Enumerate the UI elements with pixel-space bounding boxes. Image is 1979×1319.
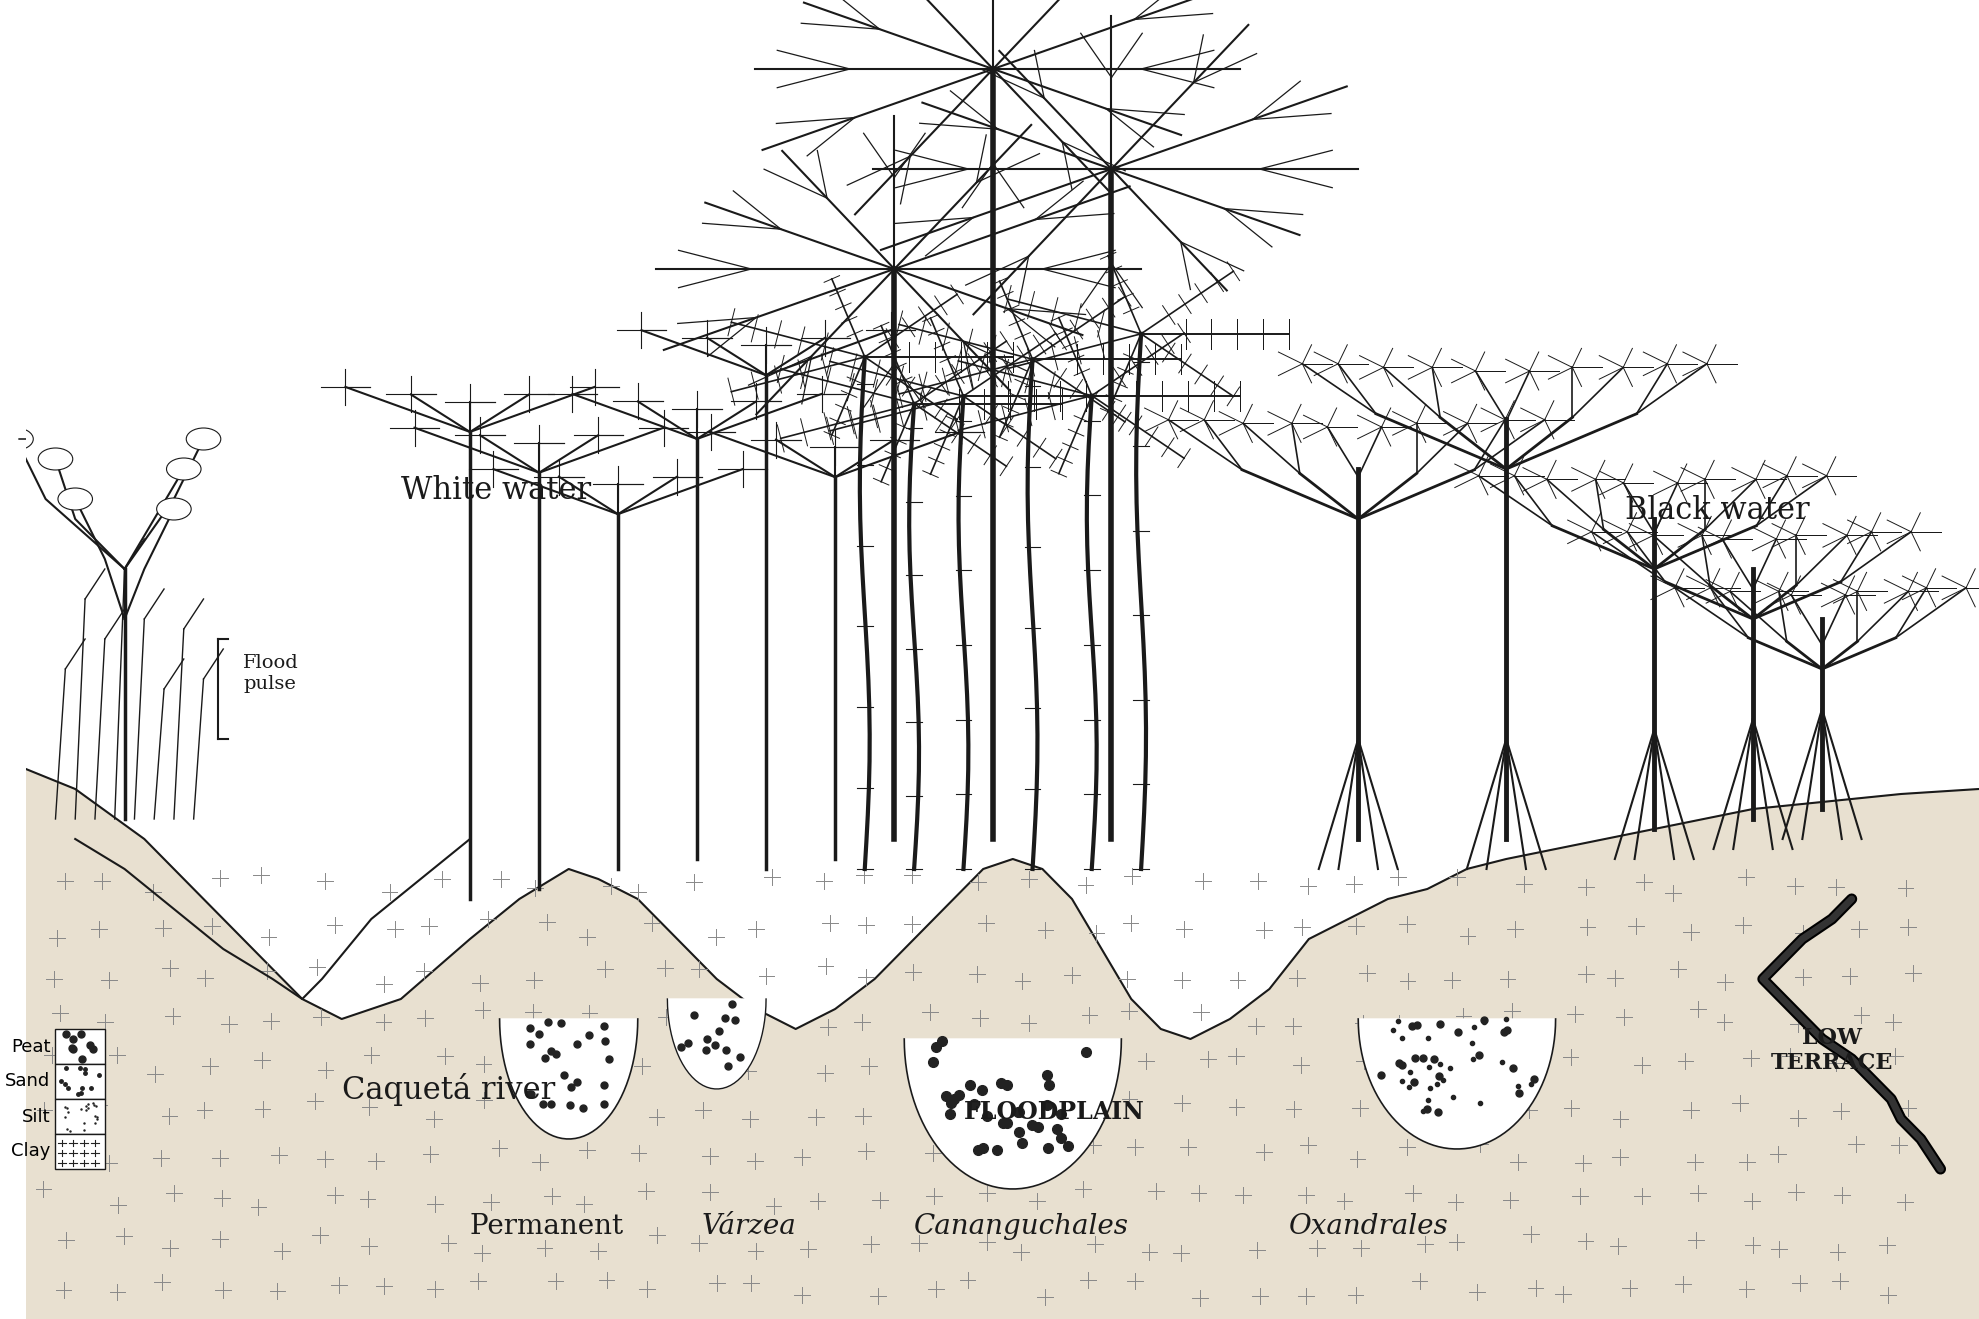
Ellipse shape <box>0 427 34 450</box>
Ellipse shape <box>166 458 202 480</box>
Text: White water: White water <box>402 475 592 506</box>
Bar <box>55 1029 105 1064</box>
Text: Caquetá river: Caquetá river <box>342 1072 554 1107</box>
Bar <box>55 1134 105 1169</box>
Polygon shape <box>26 769 1979 1319</box>
Polygon shape <box>904 1039 1122 1188</box>
Ellipse shape <box>38 448 73 470</box>
Polygon shape <box>1358 1020 1555 1149</box>
Bar <box>55 1099 105 1134</box>
Text: Várzea: Várzea <box>703 1213 798 1240</box>
Polygon shape <box>499 1020 637 1138</box>
Text: FLOODPLAIN: FLOODPLAIN <box>964 1100 1144 1124</box>
Ellipse shape <box>57 488 93 510</box>
Text: Clay: Clay <box>12 1142 51 1161</box>
Text: Sand: Sand <box>6 1072 51 1091</box>
Ellipse shape <box>186 427 222 450</box>
Text: Oxandrales: Oxandrales <box>1288 1213 1449 1240</box>
Polygon shape <box>667 998 766 1089</box>
Text: Cananguchales: Cananguchales <box>914 1213 1130 1240</box>
Ellipse shape <box>156 499 192 520</box>
Text: Silt: Silt <box>22 1108 51 1125</box>
Text: Black water: Black water <box>1625 495 1809 526</box>
Text: Peat: Peat <box>12 1038 51 1055</box>
Bar <box>55 1064 105 1099</box>
Text: Permanent: Permanent <box>469 1213 631 1240</box>
Text: Flood
pulse: Flood pulse <box>243 654 299 692</box>
Text: LOW
TERRACE: LOW TERRACE <box>1771 1026 1894 1074</box>
